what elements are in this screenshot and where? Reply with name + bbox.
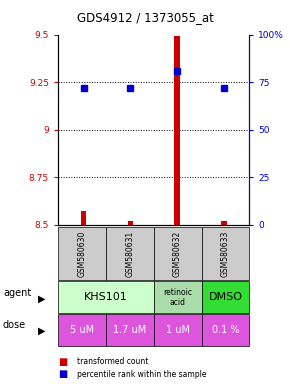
Text: 0.1 %: 0.1 % — [212, 325, 239, 335]
Text: 1 uM: 1 uM — [166, 325, 190, 335]
Text: DMSO: DMSO — [209, 292, 242, 302]
Text: ▶: ▶ — [38, 293, 46, 303]
Text: GSM580631: GSM580631 — [125, 231, 134, 277]
Bar — [128, 221, 133, 225]
Text: percentile rank within the sample: percentile rank within the sample — [77, 370, 206, 379]
Text: GSM580632: GSM580632 — [173, 231, 182, 277]
Text: KHS101: KHS101 — [84, 292, 128, 302]
Text: retinoic
acid: retinoic acid — [163, 288, 192, 307]
Text: 5 uM: 5 uM — [70, 325, 94, 335]
Text: GSM580630: GSM580630 — [77, 231, 86, 277]
Text: ▶: ▶ — [38, 326, 46, 336]
Text: agent: agent — [3, 288, 31, 298]
Text: ■: ■ — [58, 357, 67, 367]
Text: GDS4912 / 1373055_at: GDS4912 / 1373055_at — [77, 11, 213, 24]
Text: GSM580633: GSM580633 — [221, 231, 230, 277]
Bar — [81, 211, 86, 225]
Text: 1.7 uM: 1.7 uM — [113, 325, 146, 335]
Text: transformed count: transformed count — [77, 357, 148, 366]
Text: ■: ■ — [58, 369, 67, 379]
Text: dose: dose — [3, 320, 26, 330]
Bar — [221, 221, 226, 225]
Bar — [174, 36, 180, 225]
